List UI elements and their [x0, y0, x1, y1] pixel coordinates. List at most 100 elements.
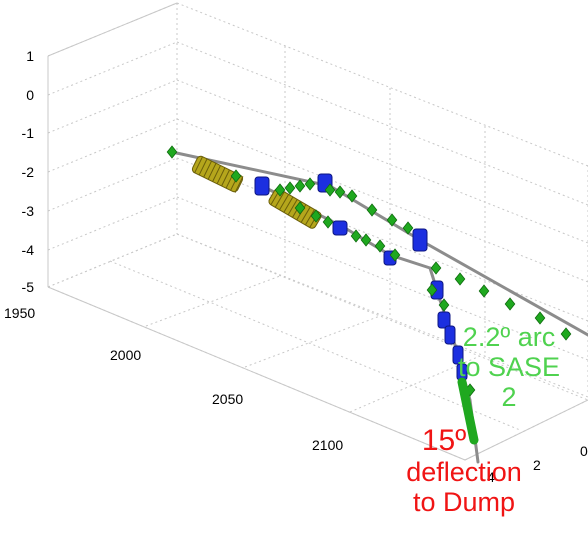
- grid-line-z-4: [47, 157, 178, 212]
- grid-line-floor-x-1: [145, 275, 281, 327]
- grid-line-back-z-2: [176, 79, 588, 244]
- green-diamond-marker: [454, 272, 466, 286]
- dump-deflection-annotation: 15º deflection to Dump: [388, 425, 540, 518]
- undulator-stripe: [287, 199, 298, 216]
- dipole-block: [332, 220, 348, 236]
- green-diamond-marker: [366, 203, 378, 217]
- undulator-stripe: [207, 163, 217, 180]
- green-diamond-marker: [402, 221, 414, 235]
- green-diamond-marker: [294, 201, 306, 215]
- axis-tick-labels: 1 0 -1 -2 -3 -4 -5 1950 2000 2050 2100 0 2 4: [4, 48, 588, 485]
- green-diamond-marker: [389, 248, 401, 262]
- green-diamond-marker: [560, 327, 572, 341]
- y-axis-line: [464, 399, 588, 461]
- grid-line-back-z-5: [176, 196, 588, 361]
- z-tick-label: -5: [22, 279, 35, 295]
- undulator-stripe: [212, 165, 221, 182]
- green-diamond-marker: [294, 179, 306, 193]
- dump-annotation-line-1: 15º: [421, 424, 467, 457]
- grid-line-floor-x-2: [244, 315, 381, 368]
- undulator-cylinder: [191, 155, 244, 193]
- undulator-stripe: [274, 191, 285, 208]
- x-tick-label: 2100: [312, 437, 343, 453]
- dump-line-section: [457, 377, 479, 445]
- dipole-block: [254, 176, 270, 196]
- x-tick-label: 2050: [212, 391, 243, 407]
- undulator-stripe: [234, 176, 244, 193]
- green-diamond-marker: [322, 215, 334, 229]
- undulator-stripe: [304, 209, 315, 226]
- grid-line-floor-x-0: [47, 233, 178, 288]
- z-tick-label: 1: [26, 48, 34, 64]
- undulator-segment: [191, 155, 244, 193]
- main-beamline: [170, 150, 588, 337]
- green-diamond-marker: [360, 233, 372, 247]
- green-diamond-marker: [386, 213, 398, 227]
- grid-line-back-z-6: [176, 233, 588, 398]
- z-tick-label: -1: [22, 125, 35, 141]
- green-diamond-marker: [166, 145, 178, 159]
- x-tick-label: 2000: [110, 347, 141, 363]
- green-diamond-marker: [274, 183, 286, 197]
- z-tick-label: -2: [22, 164, 35, 180]
- grid-line-floor-y-2: [176, 233, 588, 401]
- undulator-stripe: [300, 206, 311, 223]
- grid-line-back-z-0: [176, 2, 588, 167]
- green-diamond-marker: [438, 298, 450, 312]
- axes-grid: [47, 2, 588, 461]
- green-diamond-marker: [346, 189, 358, 203]
- grid-line-back-z-1: [176, 41, 588, 206]
- green-diamond-marker: [534, 311, 546, 325]
- x-tick-label: 1950: [4, 305, 35, 321]
- dipole-block: [437, 311, 451, 329]
- green-diamond-marker: [284, 181, 296, 195]
- green-diamond-marker: [304, 177, 316, 191]
- undulator-stripe: [221, 169, 230, 187]
- grid-line-floor-x-3: [349, 355, 481, 413]
- y-tick-label: 2: [533, 457, 541, 473]
- grid-line-floor-y-1: [109, 260, 521, 431]
- z-tick-label: 0: [26, 87, 34, 103]
- green-diamond-marker: [310, 209, 322, 223]
- grid-line-z-2: [47, 79, 178, 134]
- green-diamond-marker: [324, 183, 336, 197]
- undulator-stripe: [216, 167, 226, 185]
- green-diamond-marker: [350, 229, 362, 243]
- sase2-arc-annotation: 2.2º arc to SASE 2: [438, 322, 580, 412]
- grid-line-z-3: [47, 118, 178, 173]
- undulator-segment: [268, 188, 322, 229]
- dipole-block: [412, 228, 428, 252]
- green-diamond-marker: [334, 185, 346, 199]
- undulator-stripe: [283, 196, 294, 213]
- arc-annotation-line-3: 2: [501, 382, 517, 412]
- undulator-stripe: [279, 194, 290, 211]
- green-diamond-marker: [230, 169, 242, 183]
- z-tick-label: -3: [22, 203, 35, 219]
- arc-annotation-line-2: to SASE: [457, 352, 561, 382]
- dump-annotation-line-2: deflection: [406, 457, 522, 487]
- dump-annotation-line-3: to Dump: [412, 487, 516, 517]
- green-diamond-marker: [426, 283, 438, 297]
- arc-annotation-line-1: 2.2º arc: [462, 322, 556, 352]
- z-tick-label: -4: [22, 242, 35, 258]
- grid-line-z-1: [47, 41, 178, 96]
- y-tick-label: 0: [580, 443, 588, 459]
- green-diamond-marker: [504, 297, 516, 311]
- grid-line-back-z-4: [176, 157, 588, 322]
- top-left-edge: [47, 2, 178, 57]
- beamline-elements: [166, 145, 572, 445]
- undulator-stripe: [198, 158, 208, 176]
- grid-line-z-5: [47, 196, 178, 251]
- y-tick-label: 4: [487, 469, 495, 485]
- undulator-body: [191, 155, 244, 193]
- dipole-block: [444, 325, 456, 345]
- grid-line-back-z-3: [176, 118, 588, 283]
- green-diamond-marker: [478, 284, 490, 298]
- green-diamond-marker: [374, 239, 386, 253]
- undulator-stripe: [203, 160, 212, 178]
- undulator-body: [268, 188, 322, 229]
- x-axis-line: [47, 286, 466, 461]
- beamline-tracks: [170, 150, 588, 464]
